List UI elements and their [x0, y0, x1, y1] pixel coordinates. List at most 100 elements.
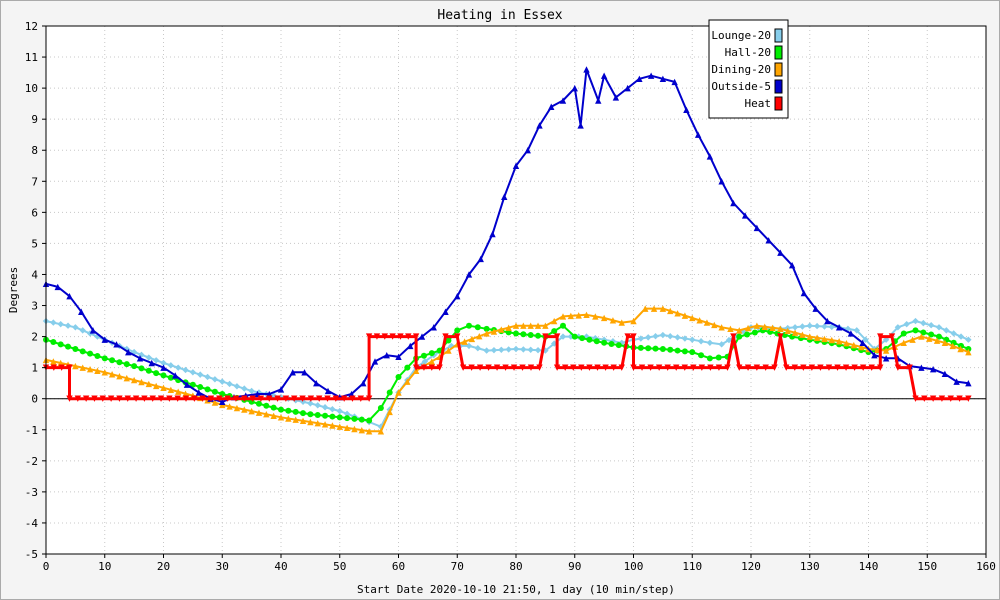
data-point-lounge-20	[725, 336, 733, 344]
data-point-heat	[207, 395, 215, 402]
data-point-outside-5	[647, 72, 655, 79]
data-point-outside-5	[324, 387, 332, 395]
data-point-heat	[783, 364, 790, 371]
data-point-dining-20	[909, 336, 916, 343]
data-point-dining-20	[211, 399, 219, 406]
data-point-heat	[459, 364, 467, 371]
data-point-hall-20	[454, 327, 461, 334]
data-point-dining-20	[681, 312, 689, 319]
data-point-heat	[291, 395, 298, 402]
y-tick-label: 7	[31, 175, 38, 188]
data-point-hall-20	[72, 346, 79, 353]
data-point-hall-20	[211, 388, 218, 395]
y-tick-label: -3	[25, 486, 38, 499]
data-point-lounge-20	[50, 319, 57, 326]
data-point-lounge-20	[314, 402, 321, 409]
data-point-hall-20	[652, 345, 659, 352]
data-point-hall-20	[900, 330, 907, 337]
data-point-hall-20	[57, 341, 64, 348]
data-point-dining-20	[736, 327, 743, 334]
data-point-dining-20	[650, 305, 658, 312]
data-point-dining-20	[321, 421, 329, 428]
y-tick-label: 8	[31, 144, 38, 157]
data-point-hall-20	[344, 415, 351, 422]
data-point-heat	[132, 395, 140, 402]
data-point-dining-20	[769, 324, 776, 331]
x-tick-label: 50	[333, 560, 346, 573]
chart-title: Heating in Essex	[437, 8, 562, 23]
data-point-lounge-20	[299, 398, 307, 406]
x-tick-label: 30	[216, 560, 229, 573]
data-point-hall-20	[483, 325, 490, 332]
data-point-outside-5	[671, 78, 678, 86]
data-point-hall-20	[255, 400, 262, 407]
data-point-dining-20	[926, 335, 933, 342]
data-point-lounge-20	[637, 335, 645, 342]
data-point-hall-20	[579, 335, 586, 342]
data-point-dining-20	[248, 407, 255, 415]
data-point-lounge-20	[799, 323, 806, 330]
data-point-heat	[454, 333, 461, 340]
data-point-hall-20	[79, 348, 86, 355]
data-point-hall-20	[667, 346, 674, 353]
data-point-hall-20	[637, 344, 644, 351]
data-point-lounge-20	[182, 366, 189, 374]
data-point-outside-5	[730, 199, 737, 207]
data-point-heat	[877, 364, 884, 371]
y-tick-label: -5	[25, 548, 38, 561]
data-point-hall-20	[307, 411, 314, 418]
data-point-outside-5	[66, 293, 73, 300]
data-point-outside-5	[536, 122, 543, 129]
x-tick-label: 10	[98, 560, 111, 573]
data-point-heat	[777, 333, 784, 340]
data-point-hall-20	[109, 357, 116, 364]
data-point-dining-20	[965, 348, 972, 356]
data-point-heat	[730, 333, 737, 340]
data-point-dining-20	[182, 390, 189, 397]
data-point-outside-5	[835, 324, 843, 331]
y-tick-label: 4	[31, 268, 38, 281]
plot-area: 0 10 20 30 40 50 60 70 80 90 100 110 120 130 140 150 160…	[25, 20, 996, 573]
data-point-lounge-20	[527, 346, 534, 353]
y-tick-label: 3	[31, 300, 38, 313]
data-point-hall-20	[445, 337, 452, 344]
data-point-outside-5	[489, 230, 496, 238]
y-tick-label: -1	[25, 424, 38, 437]
data-point-heat	[405, 333, 412, 340]
data-point-outside-5	[136, 355, 144, 362]
data-point-dining-20	[365, 428, 373, 435]
data-point-heat	[921, 395, 928, 402]
data-point-dining-20	[445, 347, 452, 354]
x-tick-label: 120	[741, 560, 761, 573]
data-point-lounge-20	[336, 407, 343, 415]
data-point-heat	[468, 364, 475, 371]
data-point-outside-5	[941, 370, 949, 378]
data-point-heat	[519, 364, 526, 371]
data-point-outside-5	[683, 106, 690, 114]
data-point-hall-20	[958, 342, 965, 349]
data-point-outside-5	[559, 97, 567, 104]
data-point-outside-5	[595, 97, 602, 104]
data-point-heat	[420, 364, 428, 371]
data-point-outside-5	[465, 271, 473, 278]
data-point-heat	[825, 364, 833, 371]
data-point-heat	[91, 395, 98, 402]
data-point-hall-20	[936, 333, 942, 340]
data-point-outside-5	[418, 333, 426, 340]
data-point-heat	[673, 364, 680, 371]
data-point-dining-20	[116, 372, 123, 380]
x-tick-label: 20	[157, 560, 170, 573]
data-point-heat	[681, 364, 688, 371]
data-point-dining-20	[461, 338, 468, 345]
data-point-outside-5	[929, 366, 937, 373]
data-point-heat	[357, 395, 365, 402]
data-point-heat	[493, 364, 501, 371]
data-point-heat	[381, 333, 388, 340]
data-point-outside-5	[800, 289, 808, 297]
legend-label-lounge-20: Lounge-20	[711, 29, 771, 42]
data-point-hall-20	[278, 406, 284, 413]
data-point-dining-20	[329, 422, 336, 429]
data-point-heat	[647, 364, 654, 371]
data-point-dining-20	[882, 347, 890, 354]
data-point-hall-20	[560, 322, 566, 329]
